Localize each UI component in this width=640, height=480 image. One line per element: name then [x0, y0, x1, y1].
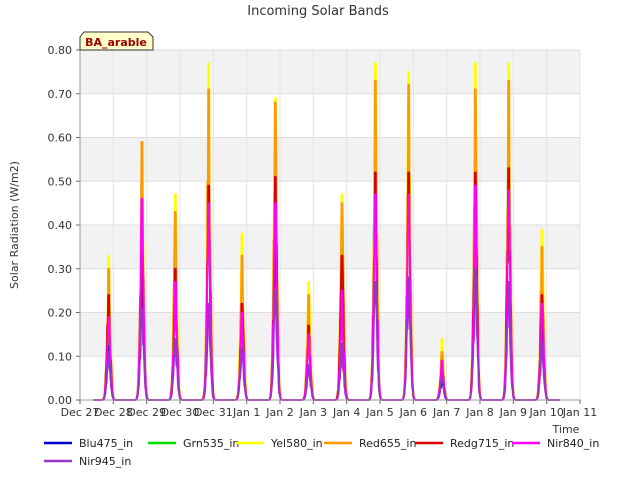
legend-label: Yel580_in	[270, 437, 323, 450]
grid-band	[80, 312, 580, 357]
x-tick-label: Jan 2	[265, 406, 293, 419]
legend-item-red655_in: Red655_in	[324, 437, 416, 450]
legend-item-yel580_in: Yel580_in	[236, 437, 323, 450]
y-tick-label: 0.70	[48, 88, 73, 101]
grid	[79, 49, 581, 401]
x-tick-label: Jan 8	[465, 406, 493, 419]
x-tick-label: Jan 4	[332, 406, 360, 419]
legend-label: Nir840_in	[547, 437, 599, 450]
y-axis-ticks: 0.00 0.10 0.20 0.30 0.40 0.50 0.60 0.70 0.80	[48, 44, 81, 407]
grid-band	[80, 181, 580, 225]
x-tick-label: Jan 9	[499, 406, 527, 419]
x-tick-label: Jan 6	[399, 406, 427, 419]
x-tick-label: Dec 27	[61, 406, 100, 419]
x-tick-label: Jan 3	[299, 406, 327, 419]
x-axis-label: Time	[552, 423, 580, 436]
legend-label: Redg715_in	[450, 437, 514, 450]
legend: Blu475_in Grn535_in Yel580_in Red655_in Redg…	[44, 437, 599, 468]
legend-item-grn535_in: Grn535_in	[148, 437, 239, 450]
chart-title: Incoming Solar Bands	[247, 4, 389, 19]
x-tick-label: Dec 29	[127, 406, 166, 419]
x-tick-label: Dec 31	[194, 406, 233, 419]
grid-band	[80, 356, 580, 400]
y-tick-label: 0.80	[48, 44, 73, 57]
y-tick-label: 0.20	[48, 307, 73, 320]
x-tick-label: Jan 1	[232, 406, 260, 419]
y-tick-label: 0.10	[48, 350, 73, 363]
y-tick-label: 0.30	[48, 263, 73, 276]
legend-item-blu475_in: Blu475_in	[44, 437, 133, 450]
x-tick-label: Dec 30	[161, 406, 200, 419]
legend-label: Nir945_in	[79, 455, 131, 468]
legend-label: Blu475_in	[79, 437, 133, 450]
x-tick-label: Jan 5	[365, 406, 393, 419]
legend-item-redg715_in: Redg715_in	[415, 437, 514, 450]
badge: BA_arable	[79, 31, 154, 51]
y-tick-label: 0.40	[48, 219, 73, 232]
x-tick-label: Jan 10	[528, 406, 563, 419]
x-tick-label: Dec 28	[94, 406, 133, 419]
legend-label: Red655_in	[359, 437, 416, 450]
y-tick-label: 0.00	[48, 394, 73, 407]
x-tick-label: Jan 7	[432, 406, 460, 419]
legend-item-nir945_in: Nir945_in	[44, 455, 131, 468]
grid-band	[80, 268, 580, 313]
y-tick-label: 0.50	[48, 175, 73, 188]
grid-band	[80, 50, 580, 94]
grid-band	[80, 137, 580, 182]
grid-band	[80, 225, 580, 269]
grid-band	[80, 93, 580, 138]
legend-label: Grn535_in	[183, 437, 239, 450]
legend-item-nir840_in: Nir840_in	[512, 437, 599, 450]
x-tick-label: Jan 11	[562, 406, 597, 419]
y-axis-label: Solar Radiation (W/m2)	[8, 161, 21, 289]
y-tick-label: 0.60	[48, 132, 73, 145]
badge-label: BA_arable	[85, 36, 147, 49]
